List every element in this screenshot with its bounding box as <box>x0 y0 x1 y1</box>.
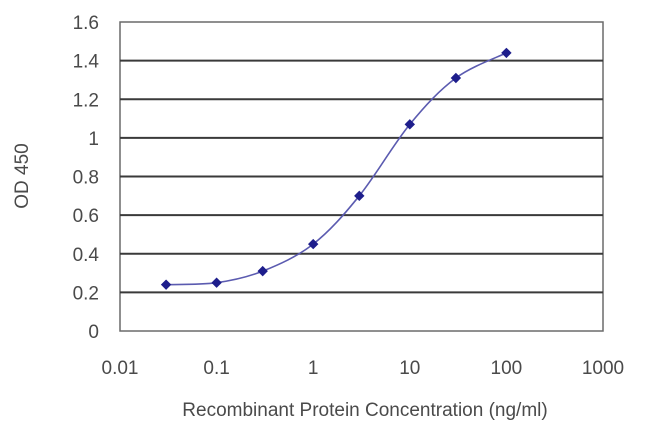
x-tick-label: 0.01 <box>102 358 139 379</box>
x-axis-tick-labels: 0.01 0.1 1 10 100 1000 <box>102 358 625 379</box>
x-tick-label: 10 <box>399 358 420 379</box>
x-tick-label: 100 <box>491 358 523 379</box>
series-line <box>166 52 507 286</box>
x-tick-label: 1000 <box>582 358 624 379</box>
y-tick-label: 1.4 <box>73 52 100 73</box>
data-point <box>308 238 319 250</box>
grid-lines <box>120 59 603 294</box>
x-axis-title: Recombinant Protein Concentration (ng/ml… <box>182 400 547 421</box>
data-point <box>257 265 268 277</box>
data-point <box>450 72 462 84</box>
y-tick-label: 0.8 <box>73 168 99 189</box>
data-point <box>501 47 512 59</box>
x-tick-label: 1 <box>308 358 319 379</box>
data-point <box>211 277 222 288</box>
y-axis-title: OD 450 <box>12 143 33 208</box>
y-axis-tick-labels: 0 0.2 0.4 0.6 0.8 1 1.2 1.4 1.6 <box>73 13 100 343</box>
data-point <box>354 190 365 202</box>
x-tick-label: 0.1 <box>203 358 229 379</box>
y-tick-label: 0.6 <box>73 206 99 227</box>
data-points <box>160 47 512 290</box>
y-tick-label: 1.6 <box>73 13 99 34</box>
data-point <box>160 279 172 290</box>
y-tick-label: 0 <box>88 322 99 343</box>
data-point <box>404 119 415 130</box>
y-tick-label: 1 <box>88 129 99 150</box>
y-tick-label: 0.4 <box>73 245 100 266</box>
y-tick-label: 1.2 <box>73 90 99 111</box>
y-tick-label: 0.2 <box>73 283 99 304</box>
